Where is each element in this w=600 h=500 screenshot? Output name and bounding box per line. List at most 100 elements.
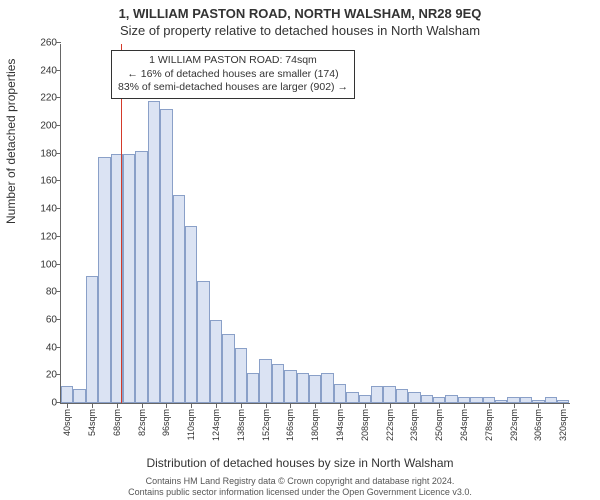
x-tick-mark [340,403,341,408]
x-axis-label: Distribution of detached houses by size … [0,456,600,470]
y-tick-label: 120 [40,231,61,242]
x-tick-mark [538,403,539,408]
x-tick-label: 138sqm [236,409,246,441]
y-tick-label: 60 [46,314,61,325]
x-tick-mark [365,403,366,408]
histogram-bar [359,395,371,403]
footer-attribution: Contains HM Land Registry data © Crown c… [0,476,600,498]
x-tick-mark [67,403,68,408]
x-tick-mark [142,403,143,408]
histogram-bar [173,195,185,403]
x-tick-label: 292sqm [509,409,519,441]
x-tick-mark [315,403,316,408]
x-tick-label: 68sqm [112,409,122,436]
x-tick-label: 208sqm [360,409,370,441]
y-tick-mark [56,264,61,265]
histogram-bar [272,364,284,403]
histogram-bar [284,370,296,403]
footer-line1: Contains HM Land Registry data © Crown c… [0,476,600,487]
annotation-box: 1 WILLIAM PASTON ROAD: 74sqm← 16% of det… [111,50,355,99]
x-tick-mark [117,403,118,408]
histogram-bar [197,281,209,403]
y-tick-mark [56,236,61,237]
x-tick-mark [290,403,291,408]
histogram-bar [383,386,395,403]
y-tick-label: 160 [40,176,61,187]
histogram-bar [470,397,482,403]
histogram-bar [396,389,408,403]
x-tick-label: 320sqm [558,409,568,441]
histogram-bar [222,334,234,403]
histogram-bar [61,386,73,403]
x-tick-label: 194sqm [335,409,345,441]
x-tick-label: 306sqm [533,409,543,441]
x-tick-label: 278sqm [484,409,494,441]
annotation-line: 1 WILLIAM PASTON ROAD: 74sqm [118,54,348,68]
y-tick-mark [56,319,61,320]
y-tick-mark [56,374,61,375]
x-tick-label: 250sqm [434,409,444,441]
y-tick-label: 0 [51,398,61,409]
x-tick-mark [514,403,515,408]
y-tick-mark [56,153,61,154]
histogram-bar [259,359,271,403]
histogram-bar [495,400,507,403]
histogram-bar [247,373,259,403]
page-subtitle: Size of property relative to detached ho… [0,21,600,38]
x-tick-mark [266,403,267,408]
x-tick-label: 82sqm [137,409,147,436]
x-tick-mark [216,403,217,408]
histogram-bar [545,397,557,403]
y-tick-mark [56,70,61,71]
x-tick-mark [464,403,465,408]
histogram-bar [185,226,197,403]
histogram-bar [235,348,247,403]
x-tick-mark [414,403,415,408]
x-tick-label: 236sqm [409,409,419,441]
histogram-bar [321,373,333,403]
y-tick-label: 240 [40,65,61,76]
x-tick-label: 110sqm [186,409,196,440]
x-tick-label: 166sqm [285,409,295,441]
y-tick-label: 100 [40,259,61,270]
y-tick-mark [56,42,61,43]
x-tick-label: 124sqm [211,409,221,441]
x-tick-mark [191,403,192,408]
y-tick-label: 220 [40,93,61,104]
histogram-bar [346,392,358,403]
histogram-bar [520,397,532,403]
y-tick-label: 260 [40,38,61,49]
x-tick-label: 222sqm [385,409,395,441]
histogram-bar [135,151,147,403]
x-tick-label: 180sqm [310,409,320,441]
x-tick-label: 152sqm [261,409,271,441]
y-tick-label: 200 [40,121,61,132]
x-tick-mark [390,403,391,408]
histogram-bar [421,395,433,403]
histogram-bar [86,276,98,403]
x-tick-mark [241,403,242,408]
y-tick-label: 80 [46,287,61,298]
footer-line2: Contains public sector information licen… [0,487,600,498]
histogram-bar [408,392,420,403]
x-tick-label: 40sqm [62,409,72,436]
x-tick-mark [563,403,564,408]
y-tick-mark [56,125,61,126]
histogram-bar [148,101,160,403]
histogram-bar [98,157,110,403]
histogram-bar [210,320,222,403]
x-tick-mark [166,403,167,408]
x-tick-label: 54sqm [87,409,97,436]
y-tick-mark [56,208,61,209]
y-tick-label: 180 [40,148,61,159]
x-tick-label: 96sqm [161,409,171,436]
histogram-bar [371,386,383,403]
histogram-bar [297,373,309,403]
histogram-bar [160,109,172,403]
page-title: 1, WILLIAM PASTON ROAD, NORTH WALSHAM, N… [0,0,600,21]
x-tick-mark [439,403,440,408]
y-tick-mark [56,180,61,181]
x-tick-mark [489,403,490,408]
annotation-line: ← 16% of detached houses are smaller (17… [118,68,348,82]
y-axis-label: Number of detached properties [4,59,18,224]
